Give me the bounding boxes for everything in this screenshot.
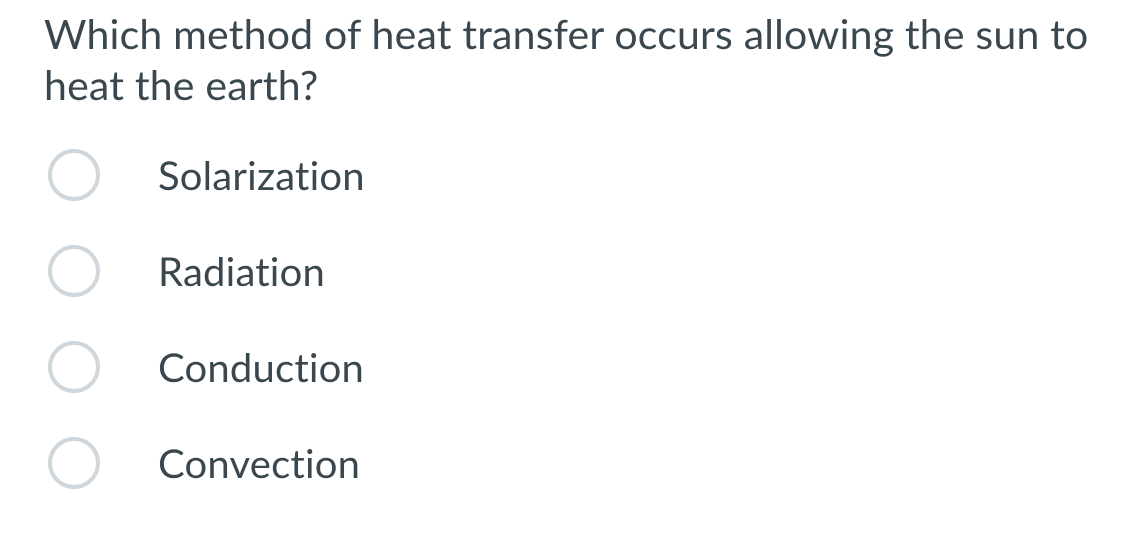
option-label: Convection — [158, 439, 360, 487]
radio-icon[interactable] — [48, 341, 100, 393]
radio-icon[interactable] — [48, 245, 100, 297]
option-solarization[interactable]: Solarization — [44, 149, 1102, 201]
quiz-question-block: Which method of heat transfer occurs all… — [0, 0, 1146, 489]
question-text: Which method of heat transfer occurs all… — [44, 8, 1102, 111]
options-list: Solarization Radiation Conduction Convec… — [44, 149, 1102, 489]
option-convection[interactable]: Convection — [44, 437, 1102, 489]
radio-icon[interactable] — [48, 437, 100, 489]
option-label: Radiation — [158, 247, 325, 295]
option-label: Conduction — [158, 343, 364, 391]
option-radiation[interactable]: Radiation — [44, 245, 1102, 297]
radio-icon[interactable] — [48, 149, 100, 201]
option-label: Solarization — [158, 151, 365, 199]
option-conduction[interactable]: Conduction — [44, 341, 1102, 393]
